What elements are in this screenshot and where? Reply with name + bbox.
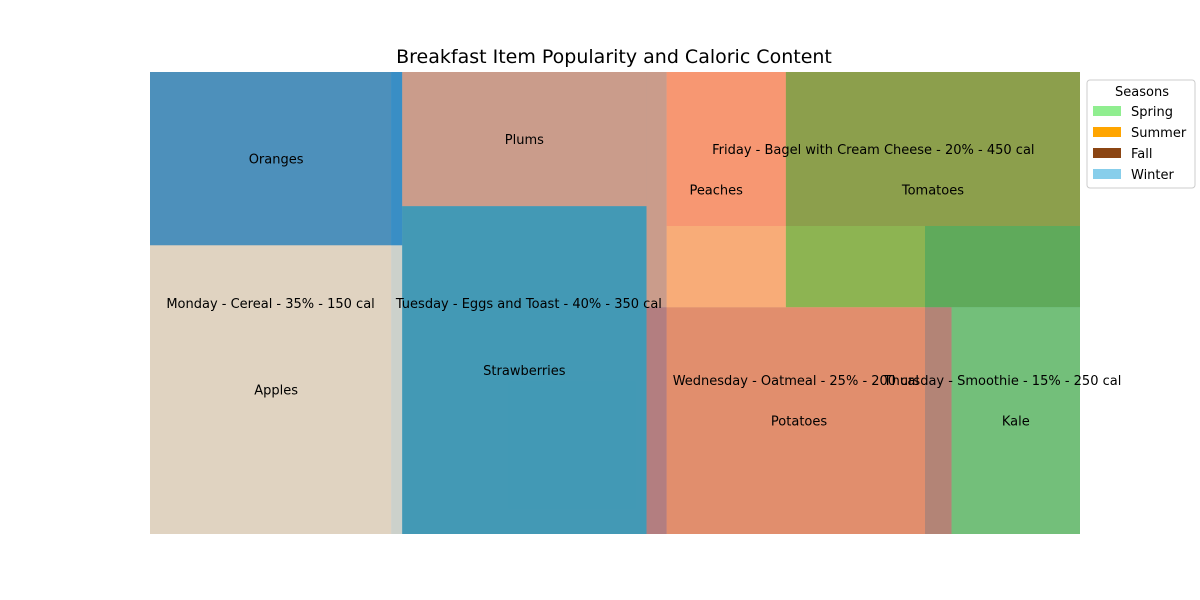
treemap-label-thursday: Thursday - Smoothie - 15% - 250 cal — [883, 374, 1122, 389]
legend-label-winter: Winter — [1131, 168, 1175, 183]
treemap-labels: Monday - Cereal - 35% - 150 cal Tuesday -… — [166, 133, 1121, 430]
treemap-label-friday: Friday - Bagel with Cream Cheese - 20% -… — [712, 143, 1034, 158]
treemap-label-apples: Apples — [254, 384, 298, 399]
legend-label-fall: Fall — [1131, 147, 1152, 162]
legend-label-spring: Spring — [1131, 105, 1173, 120]
chart-title: Breakfast Item Popularity and Caloric Co… — [396, 46, 832, 68]
treemap-label-wednesday: Wednesday - Oatmeal - 25% - 200 cal — [673, 374, 919, 389]
treemap-rect-plums — [402, 72, 647, 207]
treemap-label-potatoes: Potatoes — [771, 415, 827, 430]
treemap-rect-tomatoes — [785, 72, 1080, 308]
legend-swatch-winter — [1093, 169, 1121, 179]
treemap-label-peaches: Peaches — [689, 184, 743, 199]
legend-label-summer: Summer — [1131, 126, 1187, 141]
treemap-label-strawberries: Strawberries — [483, 364, 566, 379]
treemap-label-monday: Monday - Cereal - 35% - 150 cal — [166, 297, 374, 312]
treemap-rect-potatoes — [646, 307, 952, 534]
legend-items: Spring Summer Fall Winter — [1093, 105, 1187, 183]
treemap-rect-kale — [951, 307, 1080, 534]
treemap-label-oranges: Oranges — [249, 153, 304, 168]
treemap-rect-strawberries — [402, 206, 647, 534]
treemap-rect-apples — [150, 245, 403, 534]
legend: Seasons Spring Summer Fall Winter — [1086, 79, 1196, 189]
treemap-rect-oranges — [150, 72, 403, 246]
legend-swatch-fall — [1093, 148, 1121, 158]
treemap-rectangles — [150, 72, 1080, 534]
treemap-label-tomatoes: Tomatoes — [901, 184, 964, 199]
treemap-rect-peaches — [646, 72, 786, 308]
treemap-label-plums: Plums — [505, 133, 544, 148]
legend-swatch-summer — [1093, 127, 1121, 137]
legend-swatch-spring — [1093, 106, 1121, 116]
legend-title: Seasons — [1115, 85, 1169, 100]
treemap-label-tuesday: Tuesday - Eggs and Toast - 40% - 350 cal — [395, 297, 662, 312]
treemap-label-kale: Kale — [1002, 415, 1030, 430]
